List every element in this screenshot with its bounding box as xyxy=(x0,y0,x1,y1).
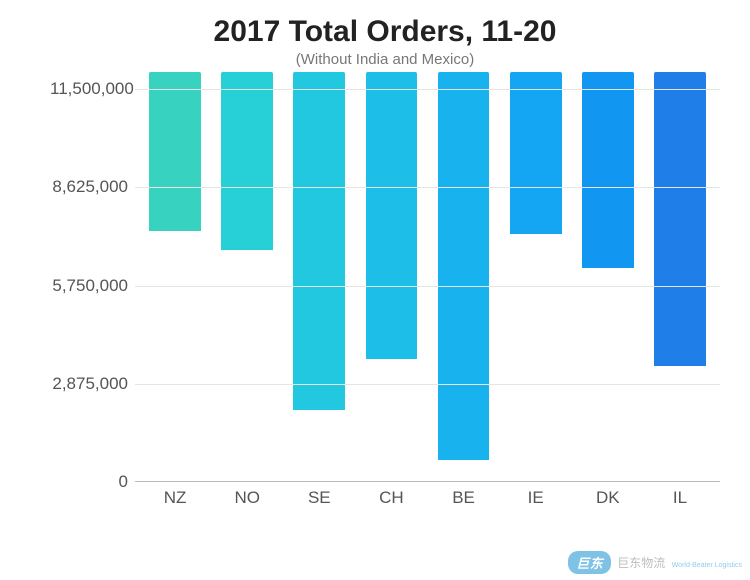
bar-slot xyxy=(361,72,421,482)
y-axis-label: 8,625,000 xyxy=(50,177,128,197)
grid-line xyxy=(135,384,720,385)
watermark-badge: 巨东 xyxy=(568,551,611,574)
watermark: 巨东 巨东物流 World-Beater Logistics xyxy=(568,551,742,574)
bar-slot xyxy=(145,72,205,482)
bar-no xyxy=(221,72,273,250)
bar-slot xyxy=(289,72,349,482)
bar-slot xyxy=(217,72,277,482)
bar-dk xyxy=(582,72,634,268)
bar-il xyxy=(654,72,706,366)
grid-line xyxy=(135,187,720,188)
watermark-text: 巨东物流 xyxy=(617,556,665,570)
chart-title-block: 2017 Total Orders, 11-20 (Without India … xyxy=(50,15,720,68)
x-axis-labels: NZ NO SE CH BE IE DK IL xyxy=(145,488,710,508)
bar-ch xyxy=(366,72,418,359)
plot-area: 02,875,0005,750,0008,625,00011,500,000 xyxy=(50,72,720,482)
orders-bar-chart: 2017 Total Orders, 11-20 (Without India … xyxy=(50,15,720,525)
x-axis-label: DK xyxy=(578,488,638,508)
y-axis-label: 2,875,000 xyxy=(50,374,128,394)
y-axis-label: 11,500,000 xyxy=(50,79,128,99)
bar-slot xyxy=(650,72,710,482)
x-axis-label: NO xyxy=(217,488,277,508)
y-axis-label: 5,750,000 xyxy=(50,276,128,296)
bar-slot xyxy=(434,72,494,482)
x-axis-label: SE xyxy=(289,488,349,508)
watermark-text-group: 巨东物流 World-Beater Logistics xyxy=(617,554,742,572)
chart-subtitle: (Without India and Mexico) xyxy=(50,51,720,68)
grid-line xyxy=(135,286,720,287)
x-axis-label: IL xyxy=(650,488,710,508)
bar-be xyxy=(438,72,490,460)
bars-container xyxy=(145,72,710,482)
x-axis-label: IE xyxy=(506,488,566,508)
x-axis-label: NZ xyxy=(145,488,205,508)
bar-nz xyxy=(149,72,201,231)
grid-line xyxy=(135,89,720,90)
bar-ie xyxy=(510,72,562,234)
x-axis-label: BE xyxy=(434,488,494,508)
chart-title: 2017 Total Orders, 11-20 xyxy=(50,15,720,49)
x-axis-label: CH xyxy=(361,488,421,508)
bar-se xyxy=(293,72,345,410)
y-axis-label: 0 xyxy=(50,472,128,492)
watermark-sub: World-Beater Logistics xyxy=(672,562,742,569)
bar-slot xyxy=(578,72,638,482)
bar-slot xyxy=(506,72,566,482)
